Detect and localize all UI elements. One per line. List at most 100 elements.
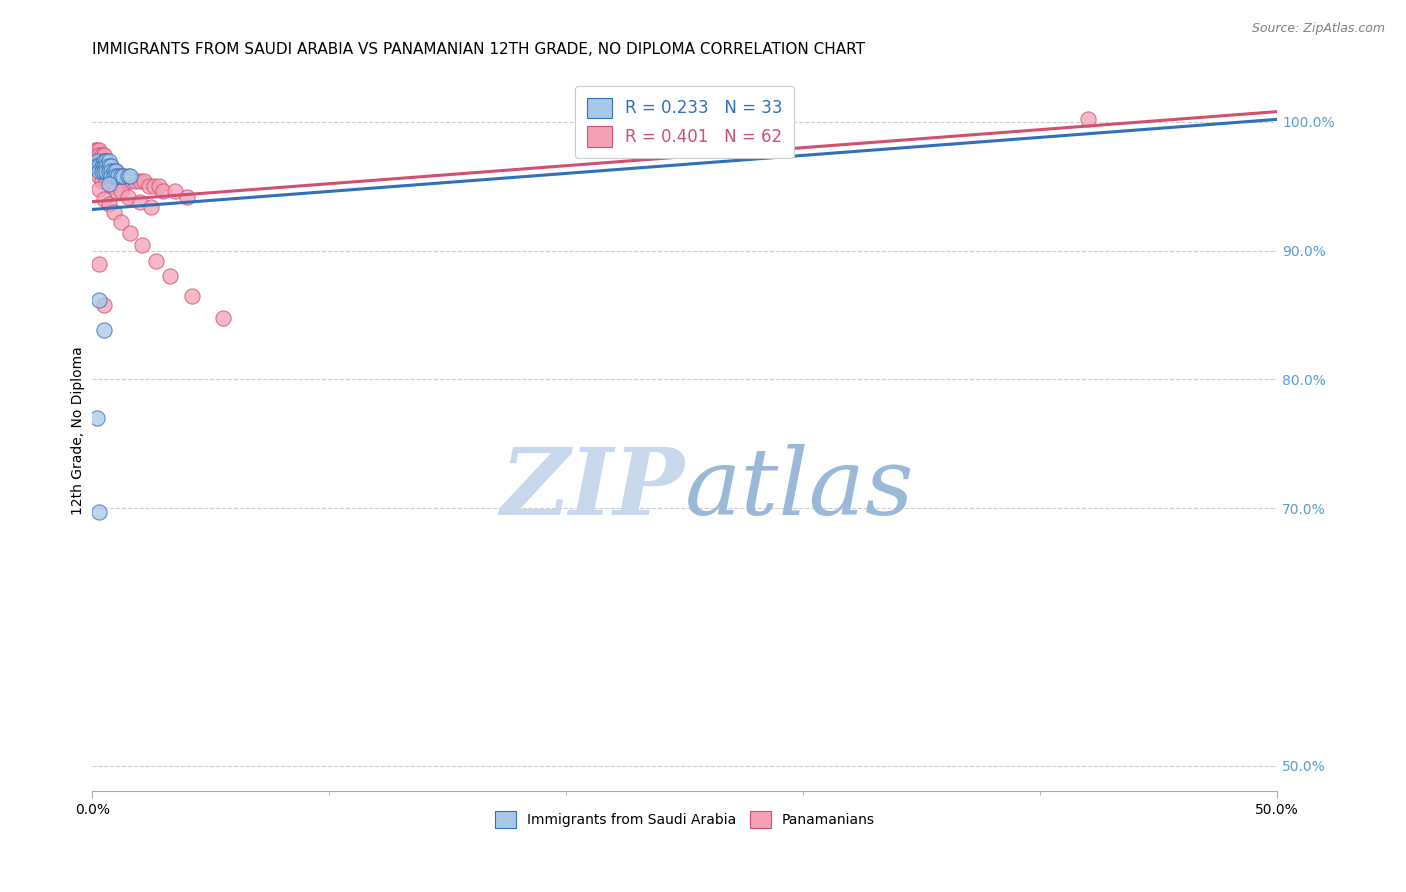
Point (90, 164, 112, 178)
Point (128, 174, 150, 188)
Point (97, 164, 120, 178)
Point (96, 153, 118, 168)
Point (104, 164, 127, 178)
Point (100, 164, 122, 178)
Point (89, 164, 111, 178)
Point (86, 143, 108, 157)
Point (83, 143, 105, 157)
Point (117, 189, 139, 203)
Point (117, 174, 139, 188)
Point (104, 164, 127, 178)
Point (100, 164, 122, 178)
Point (89, 143, 111, 157)
Point (93, 192, 115, 206)
Point (90, 159, 112, 173)
Point (114, 174, 136, 188)
Point (103, 169, 125, 183)
Point (90, 159, 112, 173)
Legend: Immigrants from Saudi Arabia, Panamanians: Immigrants from Saudi Arabia, Panamanian… (488, 804, 882, 835)
Point (89, 153, 111, 168)
Point (176, 189, 198, 203)
Point (83, 159, 105, 173)
Text: atlas: atlas (685, 443, 914, 533)
Point (93, 148, 115, 162)
Point (152, 185, 174, 199)
Point (180, 288, 202, 302)
Point (90, 174, 112, 188)
Point (96, 164, 118, 178)
Point (110, 169, 132, 183)
Point (142, 179, 165, 194)
Point (120, 169, 142, 183)
Point (86, 153, 108, 168)
Point (93, 153, 115, 168)
Point (107, 169, 129, 183)
Point (89, 182, 111, 196)
Point (111, 169, 134, 183)
Point (97, 159, 120, 173)
Point (111, 169, 134, 183)
Point (96, 164, 118, 178)
Point (124, 174, 146, 188)
Point (97, 197, 120, 211)
Point (86, 159, 108, 173)
Point (89, 169, 111, 183)
Point (148, 179, 170, 194)
Point (104, 185, 127, 199)
Point (86, 148, 108, 162)
Point (141, 200, 163, 214)
Point (93, 159, 115, 173)
Point (120, 174, 142, 188)
Point (104, 169, 127, 183)
Point (103, 205, 125, 219)
Point (97, 153, 120, 168)
Point (96, 174, 118, 188)
Point (93, 323, 115, 337)
Point (93, 159, 115, 173)
Point (120, 226, 142, 240)
Point (97, 164, 120, 178)
Text: Source: ZipAtlas.com: Source: ZipAtlas.com (1251, 22, 1385, 36)
Point (90, 153, 112, 168)
Point (89, 159, 111, 173)
Point (97, 159, 120, 173)
Point (145, 254, 167, 268)
Point (89, 293, 111, 307)
Point (110, 169, 132, 183)
Point (89, 148, 111, 162)
Point (96, 153, 118, 168)
Point (100, 179, 122, 194)
Point (89, 505, 111, 519)
Point (128, 194, 150, 209)
Point (138, 179, 160, 194)
Point (107, 169, 129, 183)
Y-axis label: 12th Grade, No Diploma: 12th Grade, No Diploma (72, 346, 86, 516)
Point (93, 153, 115, 168)
Point (96, 159, 118, 173)
Point (165, 185, 187, 199)
Point (1077, 112, 1099, 127)
Point (103, 169, 125, 183)
Point (100, 159, 122, 173)
Point (211, 310, 233, 325)
Point (117, 169, 139, 183)
Point (83, 148, 105, 162)
Point (103, 164, 125, 178)
Point (90, 148, 112, 162)
Point (103, 164, 125, 178)
Point (86, 411, 108, 425)
Point (93, 298, 115, 312)
Point (110, 185, 132, 199)
Point (134, 174, 156, 188)
Point (100, 159, 122, 173)
Text: IMMIGRANTS FROM SAUDI ARABIA VS PANAMANIAN 12TH GRADE, NO DIPLOMA CORRELATION CH: IMMIGRANTS FROM SAUDI ARABIA VS PANAMANI… (93, 42, 865, 57)
Point (96, 159, 118, 173)
Point (104, 169, 127, 183)
Point (93, 164, 115, 178)
Point (97, 177, 120, 191)
Point (100, 169, 122, 183)
Point (89, 256, 111, 270)
Text: ZIP: ZIP (501, 443, 685, 533)
Point (131, 238, 153, 252)
Point (159, 269, 181, 284)
